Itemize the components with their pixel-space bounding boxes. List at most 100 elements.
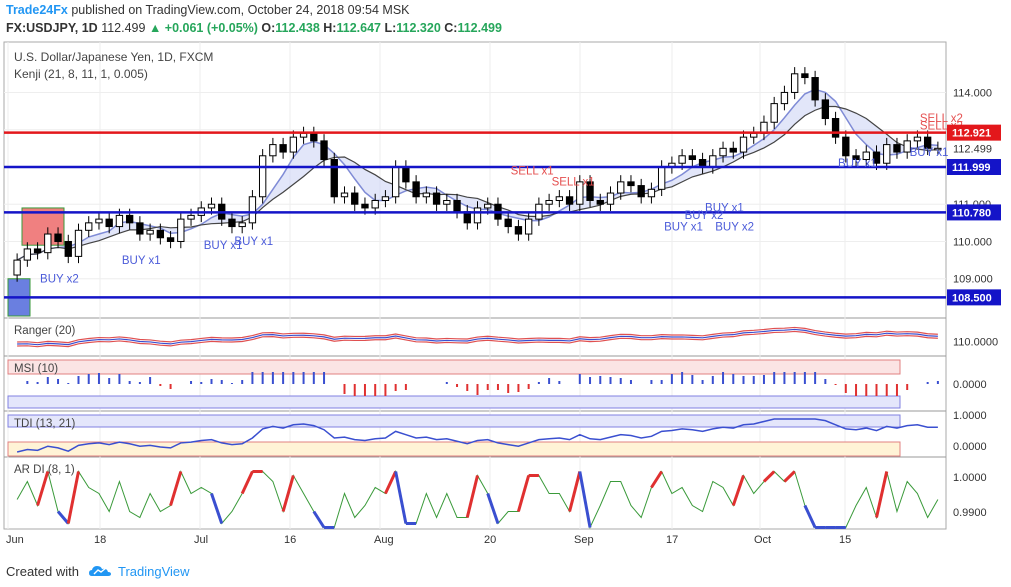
candle-body bbox=[811, 77, 819, 101]
candle-body bbox=[872, 151, 881, 164]
close-label: C: bbox=[444, 21, 458, 35]
candle-body bbox=[381, 196, 390, 201]
signal-label: BUY x2 bbox=[685, 210, 724, 222]
level-price-tag bbox=[947, 204, 1001, 221]
ranger-title: Ranger (20) bbox=[14, 325, 76, 337]
ardi-highlight-segment bbox=[312, 510, 326, 529]
candle-body bbox=[391, 166, 400, 198]
candle-body bbox=[729, 147, 737, 153]
tdi-lower-zone bbox=[7, 441, 901, 457]
ardi-highlight-segment bbox=[210, 493, 224, 524]
candle-body bbox=[146, 229, 154, 235]
candle-body bbox=[422, 192, 431, 198]
candle-body bbox=[330, 159, 338, 198]
candle-body bbox=[637, 185, 645, 198]
open-value: 112.438 bbox=[275, 21, 320, 35]
candle-body bbox=[54, 233, 62, 242]
level-price-tag bbox=[947, 124, 1001, 141]
ohlc-line: FX:USDJPY, 1D 112.499 ▲ +0.061 (+0.05%) … bbox=[6, 21, 502, 35]
signal-label: SELL x2 bbox=[920, 113, 963, 125]
candle-body bbox=[842, 136, 850, 157]
signal-label: BUY x1 bbox=[838, 158, 877, 170]
signal-label: BUY x1 bbox=[664, 221, 703, 233]
candle-body bbox=[340, 192, 349, 198]
up-arrow-icon: ▲ bbox=[148, 21, 162, 35]
symbol-legend: U.S. Dollar/Japanese Yen, 1D, FXCM bbox=[14, 50, 213, 64]
y-tick-label: 109.000 bbox=[953, 274, 993, 286]
ardi-title: AR DI (8, 1) bbox=[14, 464, 75, 476]
publish-line: Trade24Fx published on TradingView.com, … bbox=[6, 3, 410, 17]
chart-header: Trade24Fx published on TradingView.com, … bbox=[0, 0, 1011, 40]
tradingview-cloud-icon[interactable] bbox=[88, 563, 112, 579]
candle-body bbox=[893, 144, 901, 153]
candle-body bbox=[33, 248, 42, 254]
open-label: O: bbox=[261, 21, 276, 35]
ranger-pane: Ranger (20) 110.0000 bbox=[14, 325, 998, 349]
tdi-upper-zone bbox=[7, 414, 901, 428]
ranger-line bbox=[17, 328, 938, 346]
candle-body bbox=[862, 151, 870, 161]
candle-body bbox=[269, 144, 277, 157]
publisher-name[interactable]: Trade24Fx bbox=[6, 3, 68, 17]
ardi-highlight-segment bbox=[281, 475, 295, 512]
tdi-tick-label: 0.0000 bbox=[953, 441, 987, 453]
x-tick-label: Oct bbox=[754, 534, 771, 546]
candle-body bbox=[617, 181, 625, 194]
x-tick-label: Jun bbox=[6, 534, 24, 546]
candle-body bbox=[299, 132, 308, 138]
level-price-label: 108.500 bbox=[952, 292, 992, 304]
candle-body bbox=[903, 140, 911, 153]
y-tick-label: 114.000 bbox=[953, 87, 992, 99]
candle-body bbox=[606, 192, 615, 205]
ardi-highlight-segment bbox=[875, 471, 889, 518]
ardi-highlight-segment bbox=[169, 471, 183, 506]
msi-tick-label: 0.0000 bbox=[953, 379, 987, 391]
ardi-highlight-segment bbox=[56, 510, 70, 525]
level-price-label: 110.780 bbox=[952, 207, 991, 219]
level-price-label: 111.999 bbox=[952, 162, 991, 174]
candle-body bbox=[831, 118, 840, 138]
candle-body bbox=[545, 199, 553, 205]
candle-body bbox=[402, 166, 410, 183]
slow-band-line bbox=[16, 105, 938, 261]
x-tick-label: 15 bbox=[839, 534, 851, 546]
candle-body bbox=[64, 240, 72, 257]
ardi-highlight-segment bbox=[66, 471, 80, 524]
candle-body bbox=[412, 181, 420, 198]
created-with-text: Created with bbox=[6, 564, 79, 579]
tdi-pane: TDI (13, 21) 1.0000 0.0000 bbox=[7, 410, 987, 457]
indicator-legend: Kenji (21, 8, 11, 1, 0.005) bbox=[14, 67, 148, 81]
candle-body bbox=[504, 218, 512, 228]
ardi-tick-label: 1.0000 bbox=[953, 472, 987, 484]
candle-body bbox=[770, 103, 778, 123]
candle-body bbox=[238, 222, 246, 228]
ardi-highlight-segment bbox=[36, 471, 50, 506]
candle-body bbox=[187, 214, 195, 220]
candle-body bbox=[780, 91, 789, 105]
candle-body bbox=[821, 99, 830, 120]
candle-body bbox=[85, 222, 93, 231]
candle-body bbox=[923, 136, 932, 149]
candle-body bbox=[709, 155, 717, 168]
candle-body bbox=[95, 218, 103, 224]
msi-title: MSI (10) bbox=[14, 363, 58, 375]
candle-body bbox=[279, 144, 287, 153]
ardi-highlight-segment bbox=[803, 504, 817, 529]
candle-body bbox=[934, 147, 942, 151]
candle-body bbox=[443, 199, 451, 205]
candle-body bbox=[514, 226, 523, 235]
signal-label: BUY x1 bbox=[204, 240, 243, 252]
candle-body bbox=[627, 181, 635, 187]
ardi-highlight-segment bbox=[516, 475, 531, 512]
candle-body bbox=[136, 222, 144, 235]
signal-label: BUY x1 bbox=[910, 147, 949, 159]
ardi-highlight-segment bbox=[394, 471, 408, 524]
x-tick-label: Aug bbox=[374, 534, 394, 546]
candle-body bbox=[913, 136, 922, 142]
tradingview-brand[interactable]: TradingView bbox=[118, 564, 190, 579]
x-tick-label: 17 bbox=[666, 534, 678, 546]
candle-body bbox=[801, 73, 809, 79]
high-label: H: bbox=[323, 21, 337, 35]
